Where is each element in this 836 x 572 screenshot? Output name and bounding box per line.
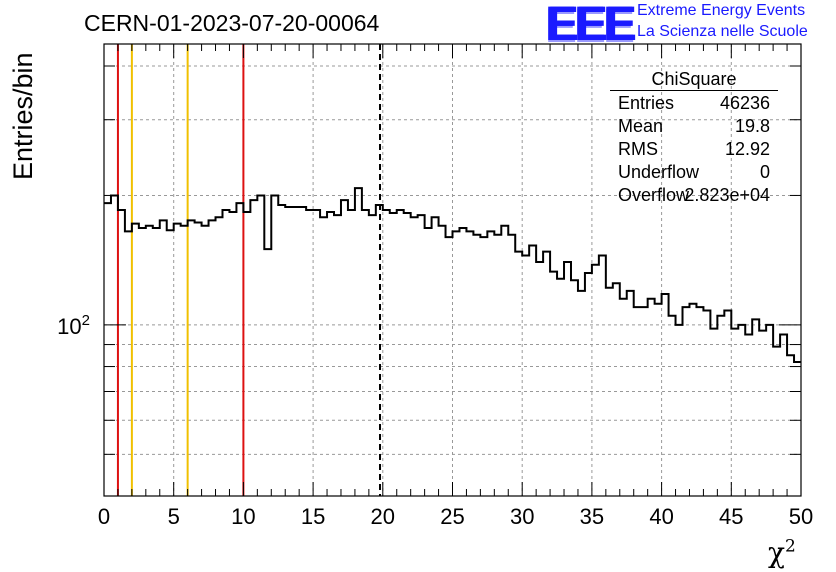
x-tick-label: 25 <box>440 504 464 529</box>
stats-divider <box>610 90 778 91</box>
x-tick-label: 15 <box>301 504 325 529</box>
histogram-step-line <box>104 187 801 363</box>
axis-ticks: 0 5 10 15 20 25 30 35 40 45 50 102 <box>57 44 813 529</box>
x-tick-label: 50 <box>789 504 813 529</box>
y-axis-label: Entries/bin <box>8 52 38 180</box>
grid-lines <box>104 44 801 496</box>
stats-title: ChiSquare <box>651 69 737 89</box>
x-tick-label: 45 <box>719 504 743 529</box>
x-tick-label: 35 <box>580 504 604 529</box>
stats-value: 46236 <box>719 93 770 113</box>
x-tick-label: 5 <box>168 504 180 529</box>
x-axis-label-sup: 2 <box>784 536 796 557</box>
x-tick-label: 10 <box>231 504 255 529</box>
stats-key: Entries <box>618 93 675 113</box>
marker-lines <box>116 44 382 496</box>
logo-line-2: La Scienza nelle Scuole <box>637 23 808 40</box>
stats-box: ChiSquare Entries 46236 Mean 19.8 RMS 12… <box>610 68 778 214</box>
stats-key: Mean <box>618 116 664 136</box>
x-tick-label: 20 <box>371 504 395 529</box>
x-tick-label: 30 <box>510 504 534 529</box>
x-tick-label: 40 <box>649 504 673 529</box>
stats-key: Underflow <box>618 162 700 182</box>
stats-value: 0 <box>759 162 770 182</box>
stats-value: 12.92 <box>724 139 770 159</box>
x-tick-label: 0 <box>98 504 110 529</box>
y-tick-label: 102 <box>57 312 90 339</box>
x-axis-label: χ2 <box>768 536 796 569</box>
stats-key: Overflow <box>618 185 690 205</box>
eee-logo-icon: EEE <box>545 0 635 51</box>
stats-value: 2.823e+04 <box>684 185 770 205</box>
stats-value: 19.8 <box>734 116 770 136</box>
x-axis-label-base: χ <box>768 536 785 569</box>
stats-key: RMS <box>618 139 658 159</box>
logo-line-1: Extreme Energy Events <box>637 2 806 19</box>
run-title: CERN-01-2023-07-20-00064 <box>84 10 380 36</box>
